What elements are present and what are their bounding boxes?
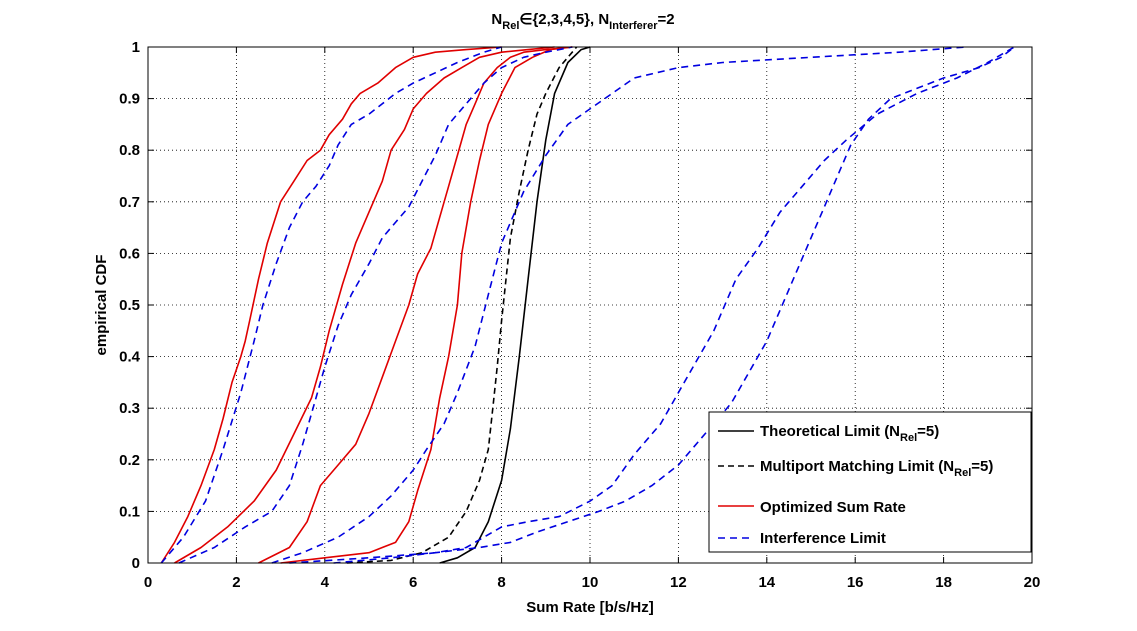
x-tick-label: 0 — [144, 574, 152, 591]
plot-frame — [147, 46, 1033, 564]
y-tick-label: 0.7 — [119, 194, 140, 211]
series-line-7 — [160, 46, 502, 564]
legend-label-theoretical: Theoretical Limit (NRel=5) — [760, 423, 939, 444]
legend-tail-theoretical: =5) — [917, 423, 939, 440]
title-subscript-2: Interferer — [609, 20, 658, 32]
title-subscript-1: Rel — [502, 20, 519, 32]
y-tick-label: 0.8 — [119, 142, 140, 159]
x-tick-label: 4 — [321, 574, 330, 591]
series-layer — [160, 46, 1015, 564]
series-line-9 — [271, 46, 966, 564]
y-tick-label: 0.6 — [119, 245, 140, 262]
x-tick-label: 16 — [847, 574, 864, 591]
x-tick-label: 2 — [232, 574, 240, 591]
series-line-2 — [346, 46, 578, 564]
title-tail: =2 — [657, 11, 674, 28]
y-tick-label: 0.5 — [119, 297, 140, 314]
chart-title: NRel∈{2,3,4,5}, NInterferer=2 — [491, 11, 674, 32]
legend-sub-theoretical: Rel — [900, 432, 917, 444]
series-line-4 — [174, 46, 555, 564]
title-middle: ∈{2,3,4,5}, N — [519, 11, 609, 28]
x-tick-label: 14 — [758, 574, 775, 591]
legend-tail-multiport: =5) — [971, 458, 993, 475]
legend-label-interference: Interference Limit — [760, 530, 886, 547]
y-tick-label: 0 — [132, 555, 140, 572]
legend-label-multiport: Multiport Matching Limit (NRel=5) — [760, 458, 993, 479]
y-tick-label: 1 — [132, 39, 140, 56]
tick-labels: 0 2 4 6 8 10 12 14 16 18 20 0 0.1 0.2 0.3 0.4 0.5 0.6 0.7 0… — [119, 39, 1040, 591]
x-tick-label: 20 — [1024, 574, 1041, 591]
x-tick-label: 6 — [409, 574, 417, 591]
title-base: N — [491, 11, 502, 28]
legend: Theoretical Limit (NRel=5) Multiport Mat… — [708, 411, 1032, 553]
series-line-1 — [439, 46, 591, 564]
x-tick-label: 18 — [935, 574, 952, 591]
legend-box — [708, 411, 1032, 553]
legend-text-multiport: Multiport Matching Limit (N — [760, 458, 954, 475]
series-line-11 — [289, 46, 1015, 564]
y-tick-label: 0.2 — [119, 452, 140, 469]
series-line-3 — [160, 46, 502, 564]
legend-sub-multiport: Rel — [954, 467, 971, 479]
legend-text-theoretical: Theoretical Limit (N — [760, 423, 900, 440]
x-tick-label: 10 — [582, 574, 599, 591]
y-tick-label: 0.1 — [119, 503, 140, 520]
x-tick-label: 8 — [497, 574, 505, 591]
y-tick-label: 0.9 — [119, 91, 140, 108]
x-tick-label: 12 — [670, 574, 687, 591]
y-tick-label: 0.4 — [119, 349, 141, 366]
legend-label-optimized: Optimized Sum Rate — [760, 499, 906, 516]
series-line-10 — [333, 46, 1015, 564]
axis-ticks — [147, 46, 1033, 564]
y-axis-label: empirical CDF — [93, 255, 110, 356]
x-axis-label: Sum Rate [b/s/Hz] — [526, 599, 654, 616]
series-line-5 — [258, 46, 573, 564]
series-line-6 — [280, 46, 573, 564]
y-tick-label: 0.3 — [119, 400, 140, 417]
